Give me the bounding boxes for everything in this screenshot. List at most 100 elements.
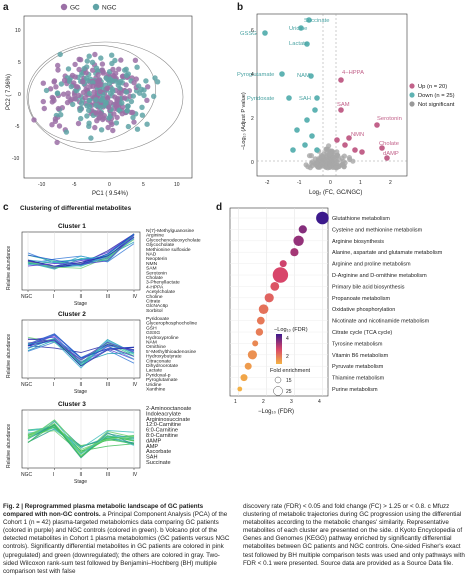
b-xtick: -1 [297,180,302,186]
cluster-metabolite: Citrate [146,299,161,305]
kegg-bubble [247,350,257,360]
kegg-pathway-label: Primary bile acid biosynthesis [332,284,405,290]
cluster-metabolite: 5'-Methylthioadenosine [146,349,196,355]
pca-point [57,51,63,58]
pca-point [110,66,116,73]
a-xtick: 10 [174,182,180,188]
b-legend-down: Down (n = 25) [418,93,455,99]
pca-point [47,86,54,92]
cluster-trajectory [27,233,135,266]
cluster-trajectory [27,339,135,361]
volcano-point [379,145,385,151]
cluster-metabolite: Pyroglutamate [146,377,178,383]
kegg-bubble-chart: Glutathione metabolism Cysteine and methi… [229,207,443,397]
pca-point [55,67,61,73]
pca-points [31,51,161,146]
pca-point [98,127,105,133]
kegg-x-axis: 1 2 3 4 −Log₁₀ (FDR) [226,396,336,418]
cluster-metabolite: Glycocholate [146,242,175,248]
cluster-metabolite: Choline [146,294,163,300]
volcano-point [352,147,358,153]
kegg-bubble [240,374,248,382]
pca-point [130,114,136,121]
a-xtick: -10 [38,182,45,188]
pca-point [53,84,59,90]
kegg-bubble [244,362,252,370]
stage-tick: II [80,382,83,388]
pca-point [123,89,129,95]
kegg-pathway-label: Glutathione metabolism [332,216,390,222]
pca-point [86,120,92,126]
pca-point [78,100,85,107]
pca-point [83,70,89,76]
pca-point [70,101,76,108]
pca-point [49,122,55,128]
a-ytick: -10 [12,156,19,162]
pca-point [61,77,68,84]
kegg-bubble [272,267,289,283]
c-title: Clustering of differential metabolites [20,205,132,212]
panel-letter-c: c [3,202,9,213]
kegg-pathway-label: Purine metabolism [332,387,378,393]
pca-point [31,117,37,123]
pca-point [66,78,73,85]
stage-tick: I [53,294,54,300]
pca-point [75,120,82,127]
cluster-metabolite: Dihydroorotate [146,363,178,369]
legend-ngc-dot [92,3,100,11]
pca-point [93,102,99,109]
pca-plot: GC NGC -10 -5 0 5 10 -10 -5 0 5 10 PC1 (… [6,3,193,197]
pca-point [129,109,136,116]
c-ylabel: Relative abundance [6,246,12,290]
pca-point [68,83,75,90]
pca-point [84,113,90,119]
b-ytick: 2 [251,116,254,122]
volcano-point [314,95,320,101]
volcano-points [262,17,390,171]
pca-point [104,85,111,91]
legend-gc-label: GC [70,5,80,12]
stage-tick: III [106,382,110,388]
cluster-metabolite: Methionine sulfoxide [146,247,191,253]
cluster-trajectory [27,235,135,268]
pca-point [124,107,130,114]
pca-point [141,87,147,93]
pca-point [90,83,96,90]
caption-left: a Principal Component Analysis (PCA) of … [3,511,230,575]
d-xtick: 3 [290,399,293,405]
gc-ellipse [28,45,156,143]
pca-point [72,74,78,80]
cluster-metabolite: Hydroxyproline [146,335,179,341]
pca-point [114,114,120,121]
c-xlabel: Stage [74,301,87,307]
kegg-pathway-label: Oxidative phosphorylation [332,307,395,313]
pca-point [123,82,129,88]
cluster-metabolite: Indoleacrylate [146,411,181,417]
volcano-point [347,156,353,163]
pca-point [123,72,130,79]
pca-point [106,115,112,121]
pca-point [134,64,140,70]
pca-point [76,66,82,73]
stage-tick: I [53,382,54,388]
cluster-metabolite: Ascorbate [146,449,171,455]
kegg-bubble [258,304,269,314]
kegg-bubble [270,282,280,291]
stage-tick: I [53,472,54,478]
cluster-trajectory [27,239,135,269]
volcano-point [306,153,313,159]
stage-tick: II [80,294,83,300]
stage-tick: IV [133,472,138,478]
cluster-metabolite: NMN [146,261,158,267]
pca-point [118,57,124,63]
d-size-legend-title: Fold enrichment [270,368,311,374]
pca-point [97,89,103,95]
cluster-metabolite: Acetylcholate [146,289,175,295]
pca-point [83,75,90,81]
pca-point [105,124,111,131]
cluster-metabolite: NAM [146,340,157,346]
kegg-bubble [237,386,243,392]
kegg-bubble [256,316,265,325]
kegg-bubble [290,248,299,257]
d-color-tick: 4 [286,336,289,342]
